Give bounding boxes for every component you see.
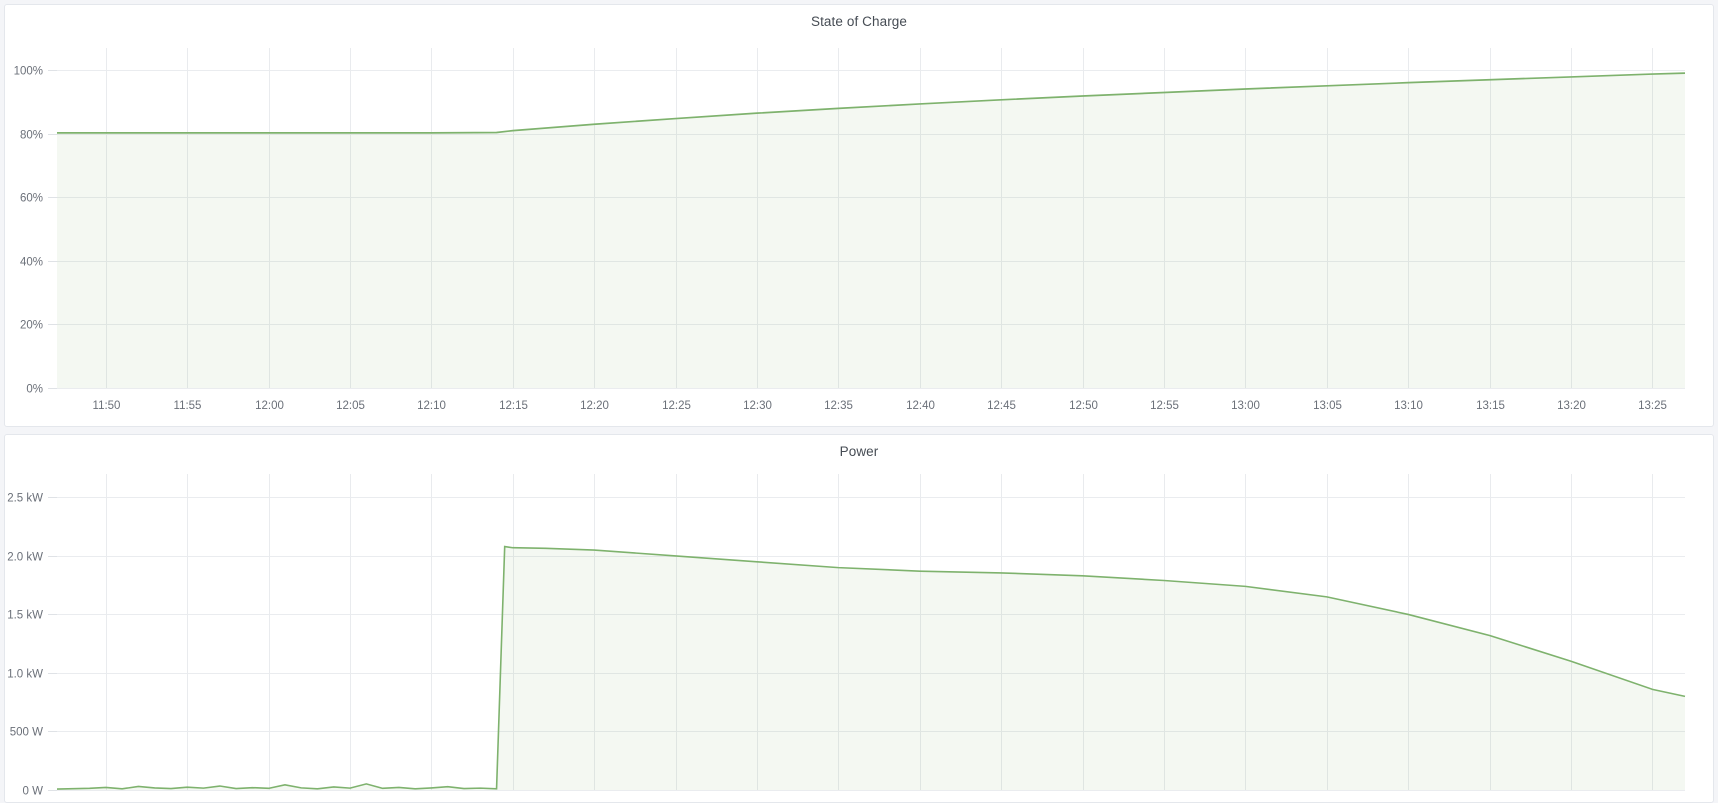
svg-text:1.5 kW: 1.5 kW xyxy=(7,610,43,622)
svg-text:13:15: 13:15 xyxy=(1476,400,1505,412)
svg-text:13:10: 13:10 xyxy=(1394,400,1423,412)
svg-text:12:25: 12:25 xyxy=(662,400,691,412)
svg-text:1.0 kW: 1.0 kW xyxy=(7,669,43,681)
chart-svg-state-of-charge: 0% 20% 40% 60% 80% 100% 11:50 11:55 12:00 12:05 12… xyxy=(14,48,1686,412)
panel-power[interactable]: Power 0 W 500 W 1.0 kW 1.5 kW 2.0 kW 2.5 kW xyxy=(4,434,1714,803)
svg-text:12:40: 12:40 xyxy=(906,400,935,412)
svg-text:12:55: 12:55 xyxy=(1150,400,1179,412)
svg-text:11:50: 11:50 xyxy=(93,400,121,412)
panel-title-power: Power xyxy=(839,444,879,459)
svg-text:12:20: 12:20 xyxy=(580,400,609,412)
svg-text:12:50: 12:50 xyxy=(1069,400,1098,412)
svg-text:13:00: 13:00 xyxy=(1231,400,1260,412)
chart-power[interactable]: 0 W 500 W 1.0 kW 1.5 kW 2.0 kW 2.5 kW xyxy=(5,463,1713,802)
svg-text:2.5 kW: 2.5 kW xyxy=(7,493,43,505)
svg-text:500 W: 500 W xyxy=(10,727,43,739)
chart-svg-power: 0 W 500 W 1.0 kW 1.5 kW 2.0 kW 2.5 kW xyxy=(7,474,1686,798)
panel-state-of-charge[interactable]: State of Charge 0% 20% 40% 60% 80% 100% 11:50 1… xyxy=(4,4,1714,427)
svg-text:11:55: 11:55 xyxy=(174,400,202,412)
svg-text:0%: 0% xyxy=(26,384,43,396)
svg-text:12:10: 12:10 xyxy=(417,400,446,412)
panel-title-state-of-charge: State of Charge xyxy=(810,14,908,29)
svg-text:80%: 80% xyxy=(20,130,43,142)
svg-text:12:00: 12:00 xyxy=(255,400,284,412)
svg-text:12:15: 12:15 xyxy=(499,400,528,412)
svg-text:40%: 40% xyxy=(20,257,43,269)
svg-text:0 W: 0 W xyxy=(23,786,44,798)
svg-text:2.0 kW: 2.0 kW xyxy=(7,552,43,564)
svg-text:12:45: 12:45 xyxy=(987,400,1016,412)
svg-text:13:25: 13:25 xyxy=(1638,400,1667,412)
svg-text:60%: 60% xyxy=(20,193,43,205)
svg-text:13:20: 13:20 xyxy=(1557,400,1586,412)
svg-text:12:35: 12:35 xyxy=(824,400,853,412)
svg-text:100%: 100% xyxy=(14,66,43,78)
svg-text:20%: 20% xyxy=(20,320,43,332)
svg-text:12:05: 12:05 xyxy=(336,400,365,412)
svg-text:13:05: 13:05 xyxy=(1313,400,1342,412)
svg-text:12:30: 12:30 xyxy=(743,400,772,412)
chart-state-of-charge[interactable]: 0% 20% 40% 60% 80% 100% 11:50 11:55 12:00 12:05 12… xyxy=(5,37,1713,425)
